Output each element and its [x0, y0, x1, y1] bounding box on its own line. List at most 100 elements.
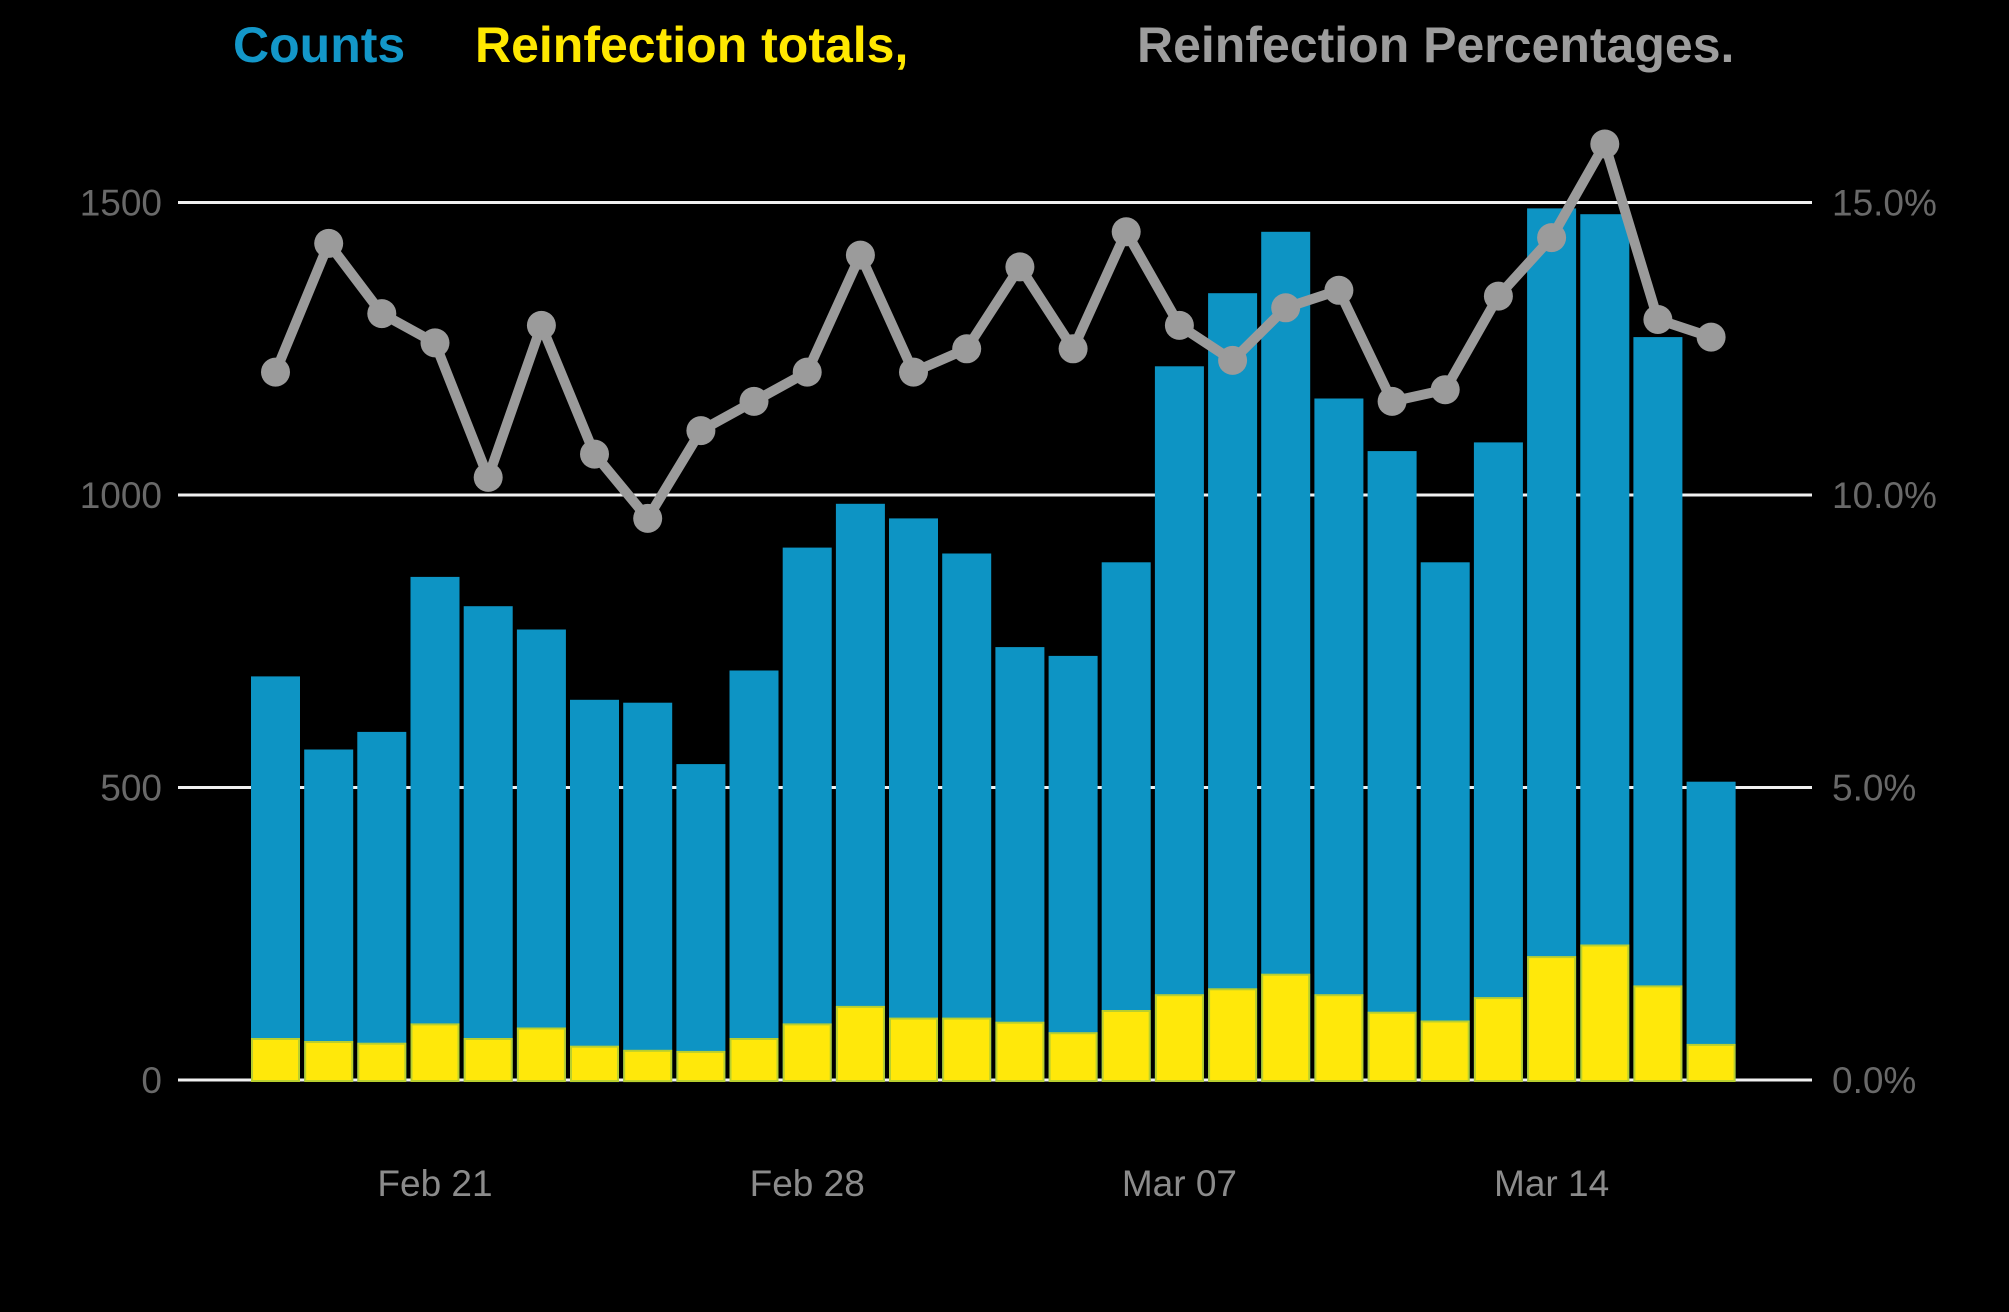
x-axis-label-Feb-28: Feb 28: [750, 1163, 865, 1204]
percentage-point-Mar 07: [1164, 310, 1194, 340]
bar-counts-Feb 23: [516, 629, 566, 1082]
percentage-point-Mar 01: [845, 240, 875, 270]
bar-reinfections-Feb 22: [463, 1038, 513, 1082]
bar-counts-Mar 10: [1314, 398, 1364, 1082]
bar-counts-Mar 13: [1473, 442, 1523, 1082]
legend-counts-label: Counts: [233, 17, 406, 73]
percentage-point-Mar 05: [1058, 334, 1088, 364]
bar-reinfections-Feb 25: [623, 1049, 673, 1083]
y-axis-left-label-0: 0: [141, 1060, 162, 1101]
bar-reinfections-Mar 15: [1580, 944, 1630, 1082]
bar-counts-Mar 01: [835, 503, 885, 1082]
bar-reinfections-Feb 19: [304, 1041, 354, 1082]
bar-reinfections-Mar 05: [1048, 1032, 1098, 1082]
bar-counts-Mar 16: [1633, 337, 1683, 1083]
bar-counts-Mar 14: [1527, 208, 1577, 1082]
bar-reinfections-Mar 03: [942, 1017, 992, 1082]
bar-counts-Feb 22: [463, 606, 513, 1082]
percentage-point-Mar 13: [1483, 281, 1513, 311]
percentage-point-Mar 03: [952, 334, 982, 364]
percentage-point-Mar 09: [1271, 293, 1301, 323]
bar-reinfections-Mar 01: [835, 1005, 885, 1083]
bar-reinfections-Feb 24: [570, 1045, 619, 1082]
percentage-point-Feb 21: [420, 328, 450, 358]
bar-counts-Mar 02: [889, 518, 938, 1082]
bar-counts-Mar 05: [1048, 655, 1098, 1082]
percentage-point-Feb 18: [261, 357, 290, 387]
y-axis-right-label-10: 10.0%: [1832, 475, 1937, 516]
bar-reinfections-Feb 27: [729, 1038, 779, 1082]
percentage-point-Mar 15: [1590, 129, 1620, 159]
bar-reinfections-Mar 13: [1473, 997, 1523, 1082]
percentage-point-Mar 11: [1377, 386, 1407, 416]
percentage-point-Feb 24: [580, 439, 609, 469]
bar-reinfections-Mar 10: [1314, 994, 1364, 1083]
bar-reinfections-Mar 16: [1633, 985, 1683, 1083]
bar-counts-Feb 28: [782, 547, 832, 1082]
bar-counts-Mar 17: [1686, 781, 1736, 1082]
y-axis-left-label-1000: 1000: [80, 475, 162, 516]
percentage-point-Mar 16: [1643, 305, 1673, 334]
y-axis-right-label-0: 0.0%: [1832, 1060, 1916, 1101]
bar-reinfections-Mar 09: [1261, 973, 1311, 1083]
bar-counts-Mar 09: [1261, 231, 1311, 1083]
bar-reinfections-Mar 12: [1420, 1020, 1470, 1082]
x-axis-label-Mar-07: Mar 07: [1122, 1163, 1237, 1204]
bar-counts-Mar 12: [1420, 562, 1470, 1082]
bar-counts-Feb 27: [729, 670, 779, 1082]
bar-counts-Mar 07: [1154, 366, 1204, 1082]
bar-reinfections-Mar 17: [1686, 1043, 1736, 1083]
percentage-point-Feb 25: [633, 503, 663, 533]
x-axis-label-Feb-21: Feb 21: [377, 1163, 492, 1204]
bar-counts-Mar 15: [1580, 214, 1630, 1082]
percentage-point-Mar 04: [1005, 252, 1035, 282]
bar-counts-Feb 20: [357, 731, 407, 1082]
percentage-point-Feb 26: [686, 416, 716, 446]
percentage-point-Mar 10: [1324, 275, 1354, 305]
bar-counts-Feb 24: [570, 699, 619, 1083]
percentage-point-Mar 17: [1696, 322, 1726, 352]
y-axis-left-label-1500: 1500: [80, 183, 162, 224]
bar-reinfections-Mar 11: [1367, 1011, 1417, 1083]
legend-reinfection-totals-label: Reinfection totals,: [475, 17, 909, 73]
percentage-point-Feb 19: [314, 228, 344, 258]
bar-counts-Feb 25: [623, 702, 673, 1082]
percentage-point-Mar 12: [1430, 375, 1460, 405]
bar-reinfections-Mar 02: [889, 1017, 938, 1082]
y-axis-right-label-15: 15.0%: [1832, 183, 1937, 224]
bar-reinfections-Feb 28: [782, 1023, 832, 1083]
bar-counts-Mar 08: [1208, 293, 1258, 1082]
bar-reinfections-Feb 26: [676, 1050, 726, 1083]
y-axis-left-label-500: 500: [100, 768, 162, 809]
bar-counts-Mar 04: [995, 647, 1045, 1082]
percentage-line: [270, 139, 1717, 524]
bar-counts-Feb 26: [676, 764, 726, 1082]
legend-reinfection-percentages-label: Reinfection Percentages.: [1137, 17, 1735, 73]
bar-reinfections-Mar 06: [1101, 1010, 1151, 1082]
bar-counts-Feb 18: [251, 676, 300, 1082]
bar-counts-Mar 11: [1367, 451, 1417, 1083]
percentage-point-Feb 22: [473, 462, 503, 492]
bar-counts-Mar 06: [1101, 562, 1151, 1082]
bar-reinfections-Mar 07: [1154, 994, 1204, 1083]
chart-title: Counts Reinfection totals, Reinfection P…: [0, 16, 2009, 80]
percentage-point-Feb 27: [739, 386, 769, 416]
percentage-point-Mar 06: [1111, 217, 1141, 247]
percentage-point-Mar 02: [899, 357, 928, 387]
percentage-point-Mar 14: [1537, 223, 1567, 253]
bar-reinfections-Mar 14: [1527, 956, 1577, 1082]
bar-reinfections-Feb 18: [251, 1038, 300, 1082]
percentage-point-Feb 20: [367, 299, 397, 329]
bar-counts-Feb 21: [410, 576, 460, 1082]
percentage-point-Feb 23: [526, 310, 556, 340]
bar-reinfections-Mar 04: [995, 1021, 1045, 1083]
bar-reinfections-Feb 20: [357, 1042, 407, 1082]
bar-reinfections-Feb 21: [410, 1023, 460, 1083]
y-axis-right-label-5: 5.0%: [1832, 768, 1916, 809]
percentage-point-Mar 08: [1218, 345, 1248, 375]
percentage-point-Feb 28: [792, 357, 822, 387]
bar-counts-Feb 19: [304, 749, 354, 1082]
bar-counts-Mar 03: [942, 553, 992, 1082]
